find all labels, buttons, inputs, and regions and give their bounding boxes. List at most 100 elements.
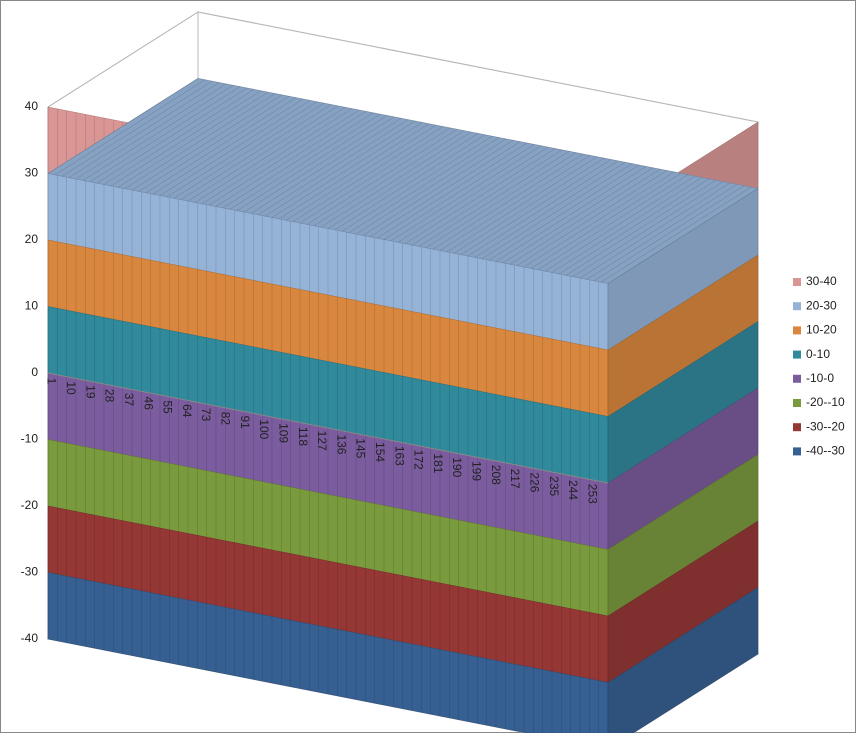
surface-texture [516, 170, 668, 266]
legend-label: -30--20 [806, 419, 845, 433]
y-tick-label: 40 [25, 99, 39, 113]
legend-swatch [793, 302, 801, 311]
surface-texture [47, 78, 199, 174]
x-tick-label: 208 [489, 465, 503, 485]
surface-texture [600, 186, 752, 283]
surface-texture [502, 167, 654, 264]
x-tick-label: 154 [373, 442, 387, 462]
surface-texture [320, 131, 472, 228]
surface-texture [369, 141, 521, 238]
surface-texture [201, 108, 353, 205]
legend-label: -20--10 [806, 395, 845, 409]
legend-swatch [793, 326, 801, 335]
surface-texture [495, 166, 647, 262]
surface-texture [138, 96, 290, 192]
surface-texture [474, 162, 626, 258]
surface-texture [460, 159, 612, 255]
surface-texture [173, 102, 325, 199]
surface-texture [89, 86, 241, 183]
x-tick-label: 199 [470, 461, 484, 481]
legend-swatch [793, 374, 801, 383]
surface-texture [264, 120, 416, 217]
x-tick-label: 226 [527, 472, 541, 492]
x-tick-label: 235 [547, 476, 561, 496]
x-tick-label: 217 [508, 469, 522, 489]
surface-texture [411, 149, 563, 246]
x-tick-label: 244 [566, 480, 580, 500]
surface-texture [523, 171, 675, 268]
legend-swatch [793, 447, 801, 456]
legend-label: 10-20 [806, 323, 837, 337]
surface-texture [292, 126, 444, 222]
surface-texture [278, 123, 430, 220]
x-tick-label: 181 [431, 453, 445, 473]
surface-texture [376, 142, 528, 239]
surface-texture [299, 127, 451, 224]
surface-texture [334, 134, 486, 231]
surface-texture [467, 160, 619, 257]
surface-texture [579, 182, 731, 279]
surface-texture [271, 122, 423, 218]
legend-label: 20-30 [806, 298, 837, 312]
x-tick-label: 127 [315, 431, 329, 451]
x-axis-line [47, 372, 609, 484]
surface-texture [68, 82, 220, 178]
y-tick-label: -40 [21, 631, 39, 645]
x-tick-label: 118 [296, 427, 310, 446]
surface-texture [432, 153, 584, 250]
x-tick-label: 46 [141, 397, 155, 411]
surface-texture [159, 100, 311, 196]
x-tick-label: 28 [103, 389, 117, 403]
x-tick-label: 100 [257, 419, 271, 439]
surface-texture [187, 105, 339, 202]
surface-texture [194, 107, 346, 203]
surface-texture [243, 116, 395, 213]
surface-texture [593, 185, 745, 282]
y-tick-label: 10 [25, 299, 39, 313]
surface-texture [82, 85, 234, 181]
x-tick-label: 163 [392, 446, 406, 466]
surface-texture [236, 115, 388, 211]
surface-texture [180, 104, 332, 200]
surface-texture [383, 144, 535, 240]
surface-texture [131, 94, 283, 191]
surface-texture [327, 133, 479, 229]
x-tick-label: 109 [276, 423, 290, 443]
legend-label: 30-40 [806, 274, 837, 288]
legend-label: -40--30 [806, 444, 845, 458]
surface-texture [96, 87, 248, 184]
surface-texture [453, 157, 605, 254]
surface-texture [390, 145, 542, 242]
surface-texture [509, 168, 661, 265]
surface-texture [446, 156, 598, 253]
surface-texture [250, 118, 402, 214]
surface-texture [54, 79, 206, 176]
surface-texture [341, 135, 493, 232]
surface-texture [530, 173, 682, 269]
surface-texture [544, 175, 696, 272]
legend-swatch [793, 399, 801, 407]
legend-label: -10-0 [806, 371, 834, 385]
surface-texture [481, 163, 633, 260]
surface-texture [488, 164, 640, 261]
legend-label: 0-10 [806, 347, 830, 361]
x-tick-label: 253 [585, 484, 599, 504]
x-tick-label: 1 [45, 378, 59, 385]
surface-texture [124, 93, 276, 189]
surface-texture [425, 152, 577, 249]
surface-texture [607, 188, 759, 284]
surface-texture [222, 112, 374, 209]
x-tick-label: 55 [161, 400, 175, 414]
surface-texture [348, 137, 500, 233]
y-tick-label: 20 [25, 232, 39, 246]
x-tick-label: 91 [238, 416, 252, 430]
x-tick-label: 82 [219, 412, 233, 426]
surface-texture [565, 179, 717, 276]
surface-texture [145, 97, 297, 194]
surface-texture [558, 178, 710, 275]
surface-texture [215, 111, 367, 207]
surface-texture [306, 129, 458, 225]
x-tick-label: 64 [180, 404, 194, 418]
surface-texture [362, 140, 514, 236]
